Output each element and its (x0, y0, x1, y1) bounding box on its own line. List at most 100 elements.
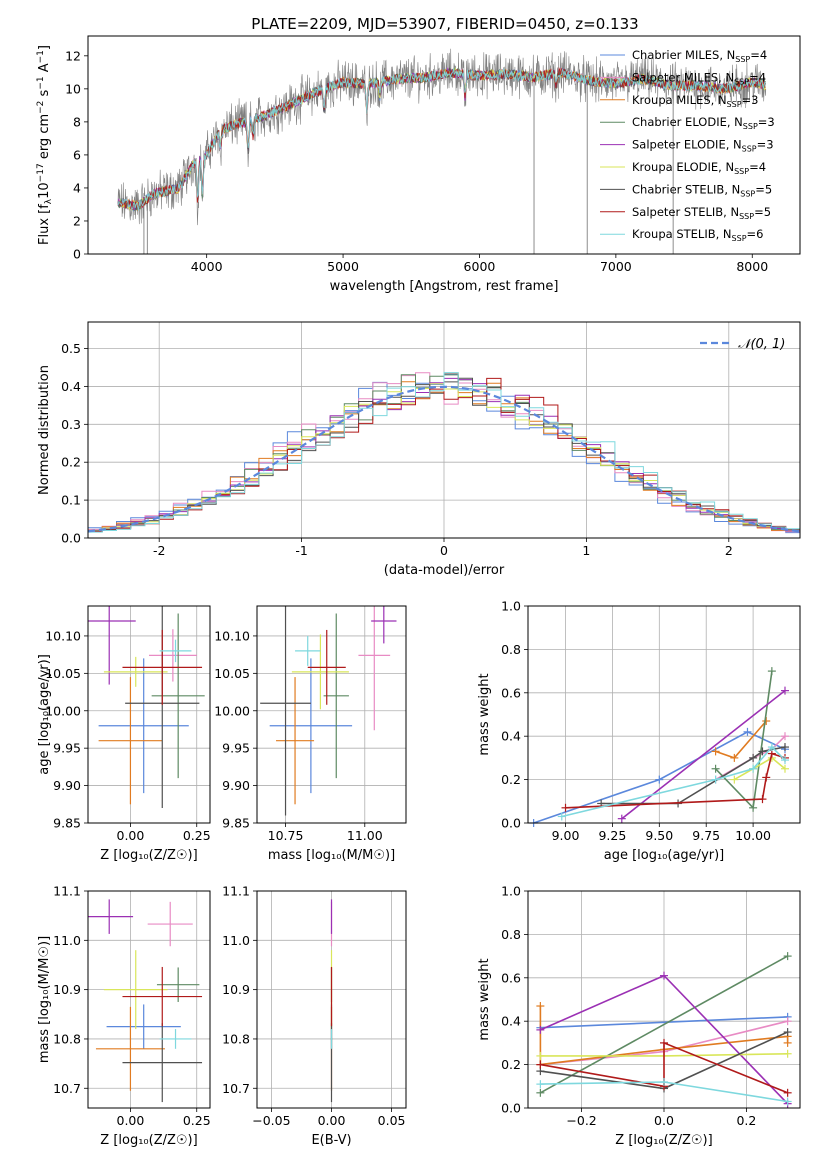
y-tick-label: 0.2 (501, 772, 521, 787)
y-axis-label: mass weight (477, 673, 492, 755)
y-tick-label: 1.0 (501, 599, 521, 614)
x-tick-label: 5000 (327, 259, 359, 274)
legend-entry: Salpeter MILES, NSSP=4 (632, 70, 766, 86)
y-tick-label: 10.7 (222, 1081, 250, 1096)
y-tick-label: 9.90 (222, 778, 250, 793)
y-axis-label-part: −2 (36, 101, 46, 114)
x-axis-label: age [log₁₀(age/yr)] (604, 848, 725, 863)
y-tick-label: 0.1 (61, 493, 81, 508)
x-tick-label: 8000 (736, 259, 768, 274)
legend-text: Chabrier ELODIE, N (632, 115, 743, 129)
legend-text: =3 (757, 138, 774, 152)
y-tick-label: 9.95 (222, 741, 250, 756)
x-tick-label: 11.00 (347, 828, 383, 843)
x-tick-label: 0.25 (183, 1113, 211, 1128)
x-tick-label: 9.75 (692, 828, 720, 843)
axes-frame (527, 605, 801, 824)
y-tick-label: 2 (73, 213, 81, 228)
y-tick-label: 9.85 (222, 816, 250, 831)
y-axis-label: mass weight (477, 958, 492, 1040)
x-tick-label: 10.00 (735, 828, 771, 843)
y-tick-label: 9.90 (53, 778, 81, 793)
weight-series-line (621, 689, 786, 820)
y-tick-label: 0.0 (501, 1101, 521, 1116)
y-axis-label-part: ] (37, 45, 52, 50)
x-tick-label: -2 (153, 543, 165, 558)
axes-frame (87, 35, 801, 255)
legend-subscript: SSP (739, 212, 754, 221)
y-tick-label: 0.4 (501, 1014, 521, 1029)
x-axis-label: wavelength [Angstrom, rest frame] (330, 279, 559, 294)
y-tick-label: 4 (73, 180, 81, 195)
y-tick-label: 11.0 (222, 933, 250, 948)
x-tick-label: 0.25 (183, 828, 211, 843)
axes-frame (87, 890, 211, 1109)
weight-series-line (733, 756, 786, 781)
y-tick-label: 11.1 (53, 884, 81, 899)
y-tick-label: 10.00 (214, 703, 250, 718)
y-tick-label: 10.05 (45, 666, 81, 681)
x-tick-label: 6000 (464, 259, 496, 274)
weight-series-line (565, 752, 786, 809)
legend-entry: 𝒩(0, 1) (738, 337, 785, 352)
legend-text: =4 (750, 48, 767, 62)
y-tick-label: 10.00 (45, 703, 81, 718)
x-tick-label: 9.25 (598, 828, 626, 843)
y-axis-label: Normed distribution (37, 365, 52, 495)
x-tick-label: 0.00 (117, 828, 145, 843)
axes-frame (256, 605, 407, 824)
weight-series-line (540, 1016, 788, 1029)
x-tick-label: 0.0 (654, 1113, 674, 1128)
y-axis-label-part: Flux [f (37, 204, 52, 245)
y-tick-label: 10.9 (222, 982, 250, 997)
x-tick-label: 0.00 (318, 1113, 346, 1128)
y-tick-label: 10 (65, 81, 81, 96)
x-tick-label: 7000 (600, 259, 632, 274)
legend-subscript: SSP (734, 167, 749, 176)
legend-text: =3 (758, 115, 775, 129)
legend-entry: Salpeter ELODIE, NSSP=3 (632, 138, 774, 154)
y-tick-label: 0.2 (501, 1057, 521, 1072)
y-tick-label: 6 (73, 147, 81, 162)
mass-vs-ebv-panel: −0.05 0.00 0.05 10.7 10.8 10.9 11.0 11.1 E(B-V) (222, 884, 407, 1148)
legend-text: =6 (747, 227, 764, 241)
legend-text: Salpeter ELODIE, N (632, 138, 742, 152)
y-tick-label: 0.6 (501, 970, 521, 985)
y-tick-label: 0.4 (61, 379, 81, 394)
weight-series-line (540, 1041, 788, 1094)
legend-text: =3 (742, 93, 759, 107)
legend-text: =4 (749, 160, 766, 174)
y-tick-label: 0.3 (61, 417, 81, 432)
y-axis-label-part: s (37, 89, 52, 100)
model-spectrum-line (117, 66, 766, 210)
legend-subscript: SSP (735, 55, 750, 64)
x-axis-label: E(B-V) (311, 1133, 351, 1148)
x-axis-label: Z [log₁₀(Z/Z☉)] (100, 1133, 197, 1148)
y-tick-label: 11.1 (222, 884, 250, 899)
legend-entry: Kroupa ELODIE, NSSP=4 (632, 160, 766, 176)
axes-frame (256, 890, 407, 1109)
x-tick-label: -1 (295, 543, 307, 558)
y-tick-label: 0.5 (61, 341, 81, 356)
y-tick-label: 0 (73, 247, 81, 262)
legend-subscript: SSP (743, 122, 758, 131)
y-axis-label-part: −17 (36, 163, 46, 182)
y-tick-label: 10.10 (45, 628, 81, 643)
legend-text: Kroupa STELIB, N (632, 227, 732, 241)
y-tick-label: 10.9 (53, 982, 81, 997)
x-tick-label: 0.00 (117, 1113, 145, 1128)
x-tick-label: 9.50 (645, 828, 673, 843)
legend-subscript: SSP (732, 234, 747, 243)
axes-frame (87, 321, 801, 539)
legend-text: Chabrier MILES, N (632, 48, 735, 62)
y-axis-label-part: A (37, 63, 52, 76)
y-tick-label: 10.10 (214, 628, 250, 643)
y-axis-label: Flux [fλ10−17 erg cm−2 s−1 A−1] (36, 45, 54, 245)
y-axis-label-part: −1 (36, 76, 46, 89)
spectrum-panel: 4000 5000 6000 7000 8000 0 2 4 6 8 10 12 wavelength … (36, 35, 801, 294)
legend-text: Salpeter MILES, N (632, 70, 734, 84)
y-tick-label: 1.0 (501, 884, 521, 899)
y-tick-label: 9.95 (53, 741, 81, 756)
legend-entry: Chabrier STELIB, NSSP=5 (632, 182, 772, 198)
